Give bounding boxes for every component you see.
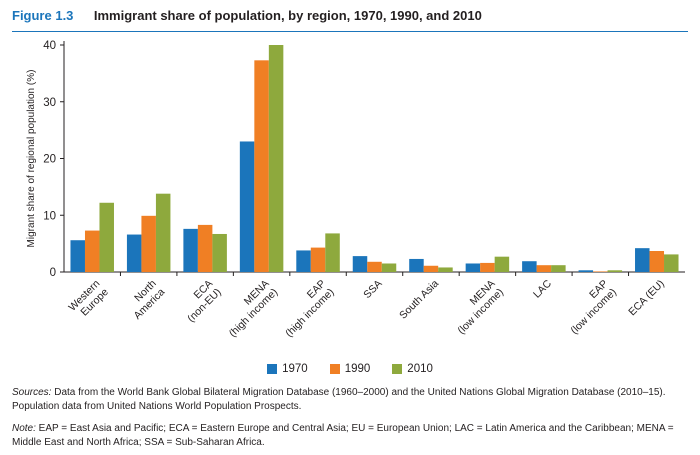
y-tick-label: 30: [43, 97, 56, 109]
bar-1990: [310, 247, 326, 272]
bar-1990: [593, 271, 608, 272]
bar-1990: [141, 215, 156, 272]
bar-1970: [70, 240, 85, 272]
x-tick-label: MENA(low income): [447, 278, 506, 337]
x-tick-label-line: SSA: [361, 278, 384, 301]
bar-1970: [352, 256, 368, 272]
x-tick-label-line: South Asia: [397, 278, 441, 322]
legend-label: 2010: [407, 363, 433, 375]
y-axis-label: Migrant share of regional population (%): [26, 70, 37, 248]
bar-1990: [423, 265, 439, 272]
sources-text: Data from the World Bank Global Bilatera…: [12, 387, 666, 412]
note-text: EAP = East Asia and Pacific; ECA = Easte…: [12, 423, 674, 448]
y-tick-label: 10: [43, 210, 56, 222]
bar-2010: [99, 202, 114, 272]
bar-1970: [465, 263, 481, 272]
bar-1970: [635, 248, 650, 272]
legend-item-2010: 2010: [392, 363, 433, 375]
bar-2010: [155, 193, 171, 272]
x-tick-label: SSA: [361, 278, 384, 301]
abbreviations-note: Note: EAP = East Asia and Pacific; ECA =…: [12, 422, 688, 450]
bar-2010: [325, 233, 340, 272]
bar-1990: [197, 224, 213, 272]
legend-swatch: [267, 364, 278, 374]
x-tick-label: EAP(low income): [560, 278, 619, 337]
bar-1990: [536, 265, 552, 272]
bar-chart: 0 10 20 30 40 Migrant share of regional popul…: [26, 40, 685, 340]
bar-1970: [578, 270, 594, 272]
legend-label: 1970: [282, 363, 308, 375]
bar-1990: [84, 230, 100, 272]
bar-2010: [664, 254, 679, 272]
bar-2010: [494, 256, 510, 272]
bar-1990: [367, 261, 382, 272]
bar-2010: [438, 267, 453, 272]
x-tick-label: EAP(high income): [275, 278, 337, 340]
legend-swatch: [329, 364, 340, 374]
bar-2010: [381, 263, 397, 272]
sources-label: Sources:: [12, 387, 52, 398]
x-tick-label-line: LAC: [531, 277, 554, 300]
y-tick-label: 0: [50, 267, 56, 279]
bar-1990: [254, 60, 269, 272]
bar-1970: [183, 228, 198, 272]
sources-note: Sources: Data from the World Bank Global…: [12, 386, 688, 414]
figure-header: Figure 1.3 Immigrant share of population…: [12, 7, 482, 27]
bar-1970: [522, 261, 537, 272]
x-tick-label: NorthAmerica: [123, 278, 167, 322]
x-tick-label: South Asia: [397, 278, 441, 322]
bar-2010: [607, 270, 623, 272]
bar-1990: [649, 251, 665, 272]
x-tick-label-line: ECA (EU): [626, 278, 667, 319]
figure-title: Immigrant share of population, by region…: [93, 8, 482, 23]
bar-1970: [239, 141, 255, 272]
y-tick-label: 40: [43, 40, 56, 52]
x-tick-label: ECA(non-EU): [177, 278, 224, 325]
header-rule: [12, 31, 688, 32]
legend-item-1990: 1990: [329, 363, 371, 375]
legend-label: 1990: [344, 363, 371, 375]
bar-2010: [551, 265, 566, 272]
bar-1990: [480, 262, 495, 272]
bar-1970: [409, 258, 424, 272]
bar-2010: [212, 233, 227, 272]
note-label: Note:: [12, 423, 36, 434]
legend-item-1970: 1970: [267, 363, 308, 375]
legend-swatch: [392, 364, 403, 374]
x-tick-label: MENA(high income): [218, 278, 280, 340]
bar-2010: [268, 45, 284, 272]
figure-number: Figure 1.3: [12, 8, 74, 23]
x-tick-label: LAC: [531, 277, 554, 300]
x-tick-label: WesternEurope: [66, 278, 111, 323]
y-tick-label: 20: [43, 154, 56, 166]
bar-1970: [296, 250, 311, 272]
chart-legend: 1970 1990 2010: [0, 363, 700, 375]
bar-1970: [126, 234, 142, 272]
x-tick-label: ECA (EU): [626, 278, 667, 319]
